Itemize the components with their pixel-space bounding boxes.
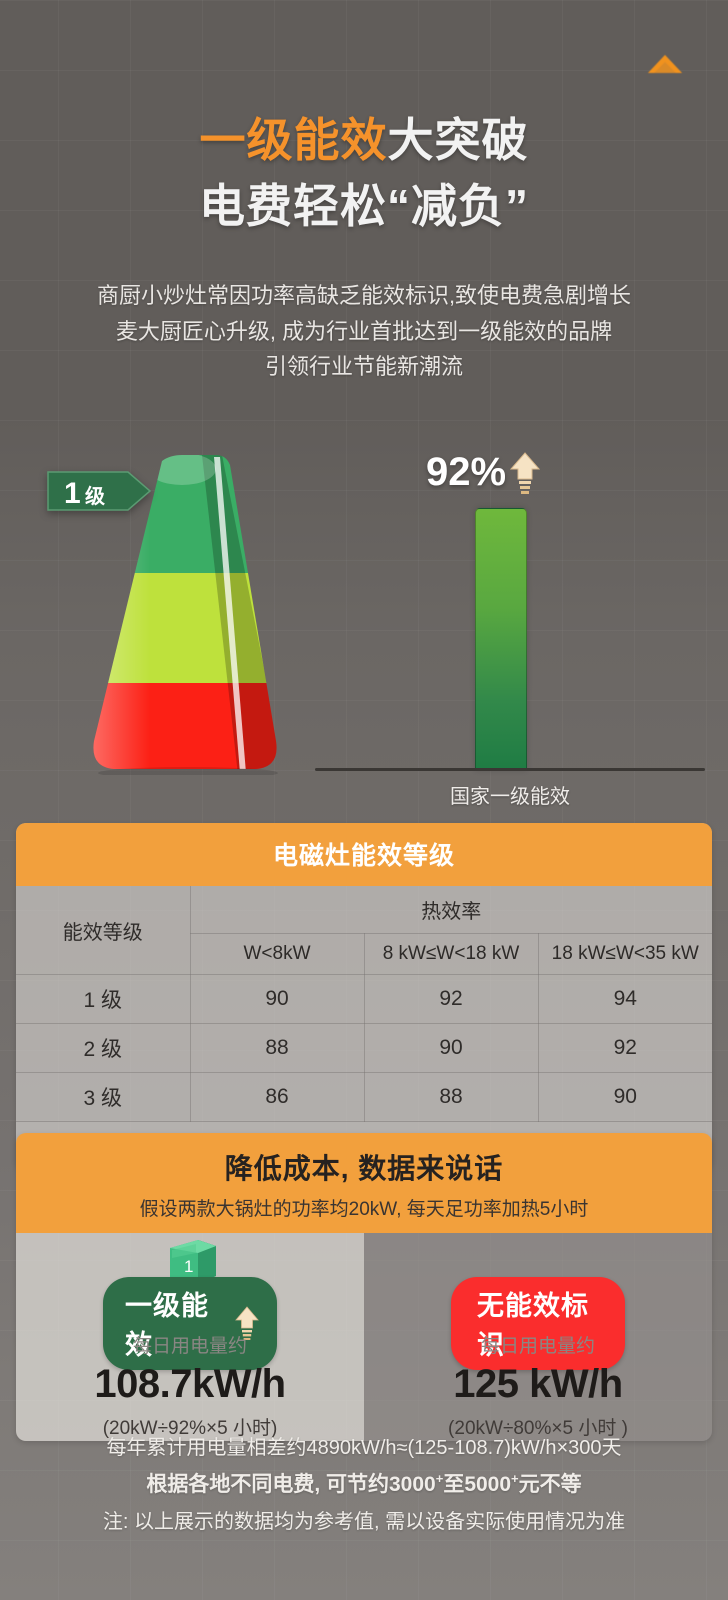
footer-line-2-b: 至5000 <box>443 1473 512 1497</box>
daily-usage-formula: (20kW÷92%×5 小时) <box>102 1418 278 1439</box>
row-value: 94 <box>537 974 712 1024</box>
efficiency-table: 能效等级 热效率 W<8kW 8 kW≤W<18 kW 18 kW≤W<35 k… <box>16 886 712 1122</box>
footer-line-2: 根据各地不同电费, 可节约3000+至5000+元不等 <box>0 1468 728 1502</box>
row-value: 90 <box>363 1023 539 1073</box>
subcopy-line-2: 麦大厨匠心升级, 成为行业首批达到一级能效的品牌 <box>115 318 613 344</box>
table-header-row-1: 能效等级 热效率 <box>16 886 712 975</box>
footer-line-2-a: 根据各地不同电费, 可节约3000 <box>146 1473 436 1497</box>
hero-section: 1 级 <box>0 440 728 815</box>
header-grade: 能效等级 <box>16 886 191 975</box>
row-grade: 2 级 <box>16 1023 191 1073</box>
row-value: 88 <box>189 1023 365 1073</box>
footer-sup-1: + <box>435 1471 444 1487</box>
daily-usage-label: 每日用电量约 <box>132 1336 247 1357</box>
subcopy: 商厨小炒灶常因功率高缺乏能效标识,致使电费急剧增长 麦大厨匠心升级, 成为行业首… <box>0 278 728 385</box>
daily-usage-value: 108.7kW/h <box>94 1362 286 1406</box>
subcopy-line-3: 引领行业节能新潮流 <box>264 354 463 380</box>
table-row: 1 级 90 92 94 <box>16 974 712 1024</box>
green-cube-icon: 1 <box>158 1236 222 1292</box>
cost-title: 降低成本, 数据来说话 <box>224 1153 504 1184</box>
cost-col-grade-1: 1 一级能效 每日用电量约 108.7kW/h <box>16 1233 364 1441</box>
header-thermal-efficiency: 热效率 <box>189 886 712 934</box>
chevron-up-icon[interactable] <box>646 53 684 75</box>
bar-category-label: 国家一级能效 <box>450 786 570 808</box>
no-efficiency-badge-label: 无能效标识 <box>477 1291 589 1360</box>
row-grade: 1 级 <box>16 974 191 1024</box>
row-grade: 3 级 <box>16 1072 191 1122</box>
footer-line-3: 注: 以上展示的数据均为参考值, 需以设备实际使用情况为准 <box>102 1511 626 1534</box>
chart-baseline <box>315 768 705 771</box>
footer-line-1: 每年累计用电量相差约4890kW/h≈(125-108.7)kW/h×300天 <box>106 1437 622 1459</box>
header-col-2: 8 kW≤W<18 kW <box>363 933 539 975</box>
up-arrow-icon <box>235 1306 259 1340</box>
bar-value-label: 92% <box>426 450 626 495</box>
bar-value-text: 92% <box>426 450 507 494</box>
row-value: 92 <box>363 974 539 1024</box>
cost-comparison-card: 降低成本, 数据来说话 假设两款大锅灶的功率均20kW, 每天足功率加热5小时 … <box>16 1133 712 1441</box>
grade-1-badge-label: 一级能效 <box>125 1291 209 1360</box>
up-arrow-icon <box>510 451 541 495</box>
cost-body: 1 一级能效 每日用电量约 108.7kW/h <box>16 1233 712 1441</box>
footer-sup-2: + <box>511 1471 519 1487</box>
footer-line-2-c: 元不等 <box>518 1473 582 1497</box>
headline-highlight: 一级能效 <box>199 114 388 166</box>
header-col-3: 18 kW≤W<35 kW <box>537 933 712 975</box>
no-efficiency-label-badge: 无能效标识 <box>451 1277 625 1370</box>
table-row: 2 级 88 90 92 <box>16 1023 712 1073</box>
daily-usage-label: 每日用电量约 <box>480 1336 595 1357</box>
pyramid-graphic <box>70 455 300 775</box>
table-row: 3 级 86 88 90 <box>16 1072 712 1122</box>
table-header-row-2: W<8kW 8 kW≤W<18 kW 18 kW≤W<35 kW <box>16 933 712 975</box>
daily-usage-value: 125 kW/h <box>453 1362 623 1406</box>
cost-col-no-label: 无能效标识 每日用电量约 125 kW/h (20kW÷80%×5 小时 ) <box>364 1233 712 1441</box>
row-value: 90 <box>189 974 365 1024</box>
cost-subtitle: 假设两款大锅灶的功率均20kW, 每天足功率加热5小时 <box>139 1199 589 1220</box>
svg-text:1: 1 <box>64 477 81 510</box>
header-col-1: W<8kW <box>190 933 365 975</box>
efficiency-table-card: 电磁灶能效等级 能效等级 热效率 W<8kW 8 kW≤W<18 kW 18 k… <box>16 823 712 1170</box>
footer-notes: 每年累计用电量相差约4890kW/h≈(125-108.7)kW/h×300天 … <box>0 1432 728 1539</box>
cube-number: 1 <box>184 1257 193 1276</box>
headline-rest: 大突破 <box>387 114 529 166</box>
row-value: 86 <box>189 1072 365 1122</box>
grade-1-badge: 1 级 <box>44 468 154 514</box>
row-value: 90 <box>537 1072 712 1122</box>
bar-chart: 92% 国家一级能效 <box>310 440 710 815</box>
cost-header: 降低成本, 数据来说话 假设两款大锅灶的功率均20kW, 每天足功率加热5小时 <box>16 1133 712 1233</box>
headline-line-1: 一级能效大突破 <box>0 117 728 163</box>
row-value: 88 <box>363 1072 539 1122</box>
svg-text:级: 级 <box>85 484 105 508</box>
bar-national-grade-1 <box>475 508 527 770</box>
grade-1-efficiency-badge: 一级能效 <box>103 1277 277 1370</box>
efficiency-pyramid: 1 级 <box>47 450 320 790</box>
headline: 一级能效大突破 电费轻松“减负” <box>0 117 728 229</box>
efficiency-table-title: 电磁灶能效等级 <box>16 823 712 886</box>
headline-line-2: 电费轻松“减负” <box>199 180 529 232</box>
daily-usage-formula: (20kW÷80%×5 小时 ) <box>448 1418 628 1439</box>
row-value: 92 <box>537 1023 712 1073</box>
subcopy-line-1: 商厨小炒灶常因功率高缺乏能效标识,致使电费急剧增长 <box>96 283 632 308</box>
